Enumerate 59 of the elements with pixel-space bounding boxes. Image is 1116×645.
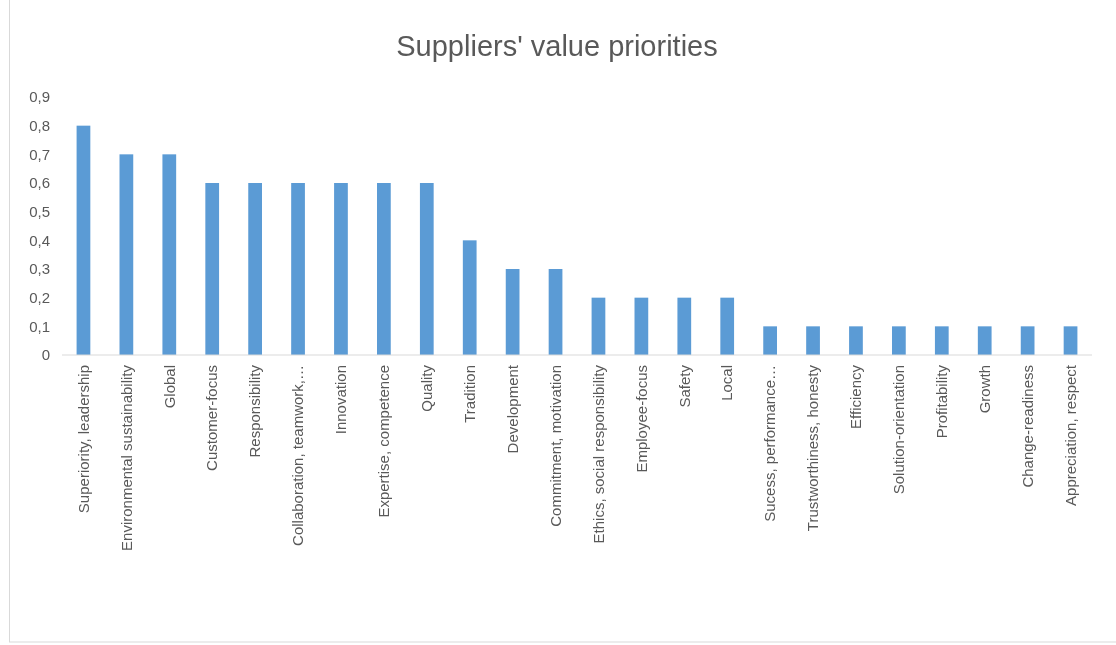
bar [548, 269, 563, 355]
x-tick-label: Commitment, motivation [546, 365, 564, 527]
x-tick-label: Safety [675, 364, 693, 408]
bar [419, 183, 434, 355]
y-tick-label: 0,3 [29, 260, 50, 278]
x-tick-label: Profitability [933, 364, 951, 439]
bar [849, 326, 863, 355]
bar [334, 183, 348, 355]
bar [977, 326, 992, 355]
bar [720, 297, 735, 355]
y-tick-label: 0,9 [29, 88, 50, 106]
bar [462, 240, 477, 355]
x-tick-label: Local [718, 365, 736, 401]
bar [291, 183, 305, 355]
bar [1063, 326, 1078, 355]
x-tick-label: Superiority, leadership [74, 365, 92, 514]
x-tick-label: Sucess, performance… [761, 365, 779, 522]
x-tick-label: Trustworthiness, honesty [804, 364, 822, 532]
y-tick-label: 0,7 [29, 145, 50, 163]
y-tick-label: 0,8 [29, 116, 50, 134]
bar [505, 269, 520, 355]
bar [763, 326, 777, 355]
x-tick-label: Development [503, 364, 521, 454]
bar [892, 326, 906, 355]
x-tick-label: Ethics, social responsibility [589, 364, 607, 544]
x-tick-label: Solution-orientation [890, 365, 908, 495]
x-tick-label: Global [160, 365, 178, 409]
x-tick-label: Quality [418, 364, 436, 412]
x-tick-label: Collaboration, teamwork,… [289, 365, 307, 546]
bar [677, 297, 692, 355]
x-tick-label: Expertise, competence [375, 365, 393, 518]
bar [806, 326, 820, 355]
x-tick-label: Tradition [460, 365, 478, 423]
bar [76, 125, 91, 355]
x-tick-label: Appreciation, respect [1061, 364, 1079, 506]
bar [205, 183, 220, 355]
y-tick-label: 0,1 [29, 317, 50, 335]
bar [119, 154, 134, 355]
x-tick-label: Innovation [332, 365, 350, 435]
x-tick-label: Customer-focus [203, 365, 221, 471]
bar [248, 183, 262, 355]
x-tick-label: Responsibility [246, 364, 264, 458]
bar [162, 154, 177, 355]
y-tick-label: 0,2 [29, 288, 50, 306]
x-tick-label: Employee-focus [632, 365, 650, 473]
x-tick-label: Change-readiness [1018, 365, 1036, 488]
y-tick-label: 0,6 [29, 174, 50, 192]
bar [377, 183, 391, 355]
y-tick-label: 0 [41, 346, 50, 364]
x-tick-label: Environmental sustainability [117, 364, 135, 551]
bar [634, 297, 649, 355]
x-tick-label: Growth [975, 365, 993, 414]
y-tick-label: 0,4 [29, 231, 50, 249]
bar [934, 326, 949, 355]
chart-title: Suppliers' value priorities [396, 30, 718, 62]
bar [591, 297, 606, 355]
y-tick-label: 0,5 [29, 202, 50, 220]
bar [1020, 326, 1035, 355]
x-tick-label: Efficiency [847, 364, 865, 429]
